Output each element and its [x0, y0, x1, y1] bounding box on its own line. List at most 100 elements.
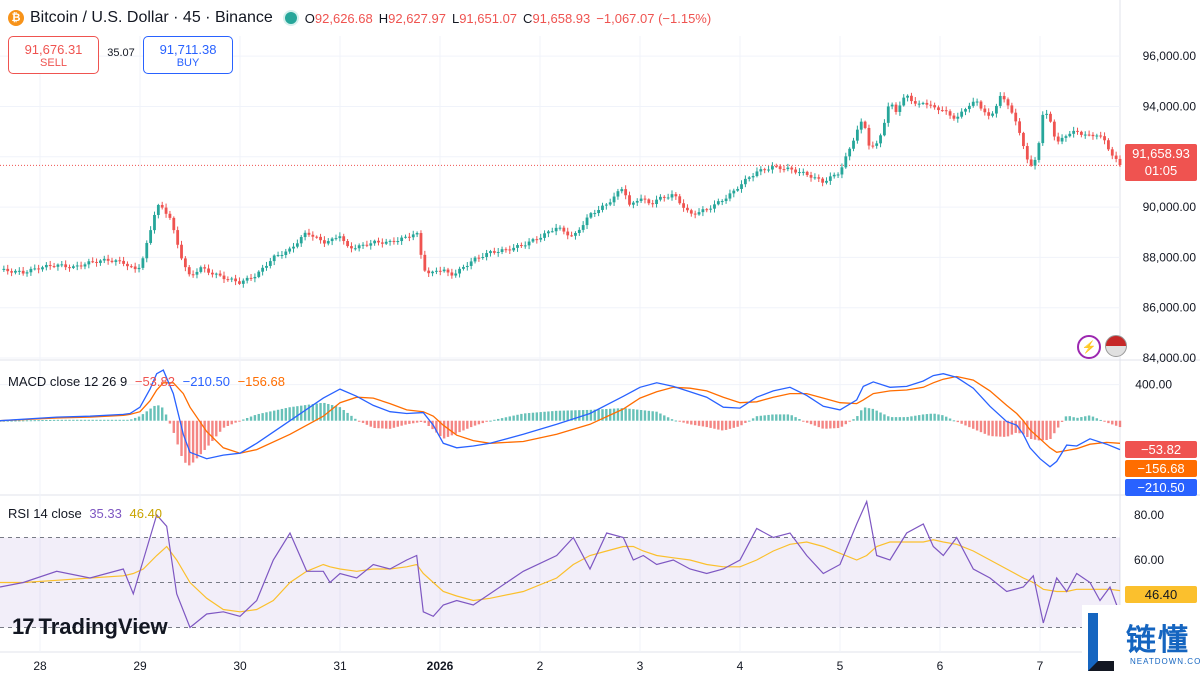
buy-button[interactable]: 91,711.38 BUY [143, 36, 233, 74]
candle-body [323, 240, 326, 244]
macd-histogram-bar [238, 420, 241, 422]
macd-legend[interactable]: MACD close 12 26 9 −53.82 −210.50 −156.6… [8, 374, 289, 389]
sell-price: 91,676.31 [24, 41, 83, 57]
macd-histogram-bar [1091, 416, 1095, 421]
candle-body [79, 265, 83, 267]
candle-body [1033, 159, 1037, 166]
macd-histogram-bar [952, 420, 956, 422]
macd-histogram-bar [659, 413, 662, 421]
macd-histogram-bar [790, 415, 793, 421]
candle-body [238, 281, 241, 284]
candle-body [759, 169, 763, 172]
candle-body [859, 121, 863, 130]
macd-histogram-bar [709, 420, 712, 428]
macd-histogram-bar [558, 410, 562, 421]
candle-body [527, 241, 531, 246]
macd-histogram-bar [68, 419, 71, 421]
macd-histogram-bar [354, 418, 357, 421]
candle-body [361, 244, 365, 246]
macd-histogram-bar [37, 420, 40, 422]
candle-body [1018, 121, 1021, 133]
lightning-icon[interactable]: ⚡ [1077, 335, 1101, 359]
candle-body [392, 240, 396, 242]
macd-pane[interactable] [0, 369, 1122, 468]
macd-histogram-bar [751, 418, 755, 421]
macd-histogram-bar [821, 420, 824, 429]
chart-indicator-icons[interactable]: ⚡ [1077, 335, 1127, 359]
macd-histogram-bar [1060, 420, 1064, 422]
macd-histogram-bar [157, 405, 160, 421]
candle-body [1091, 134, 1095, 137]
macd-histogram-bar [937, 414, 940, 421]
candle-body [141, 258, 145, 268]
rsi-pane[interactable] [0, 499, 1121, 629]
candle-body [894, 104, 898, 112]
candle-body [948, 111, 952, 116]
macd-histogram-bar [14, 420, 17, 422]
candle-body [601, 205, 604, 210]
macd-histogram-bar [605, 408, 608, 421]
candle-body [1107, 140, 1110, 150]
macd-histogram-bar [612, 408, 616, 421]
symbol-header[interactable]: ₿ Bitcoin / U.S. Dollar · 45 · Binance O… [8, 8, 711, 28]
candle-body [701, 209, 705, 213]
tradingview-logo[interactable]: 17 TradingView [12, 614, 168, 640]
candle-body [1076, 130, 1079, 132]
us-flag-icon[interactable] [1105, 335, 1127, 357]
macd-histogram-bar [929, 413, 932, 421]
sell-button[interactable]: 91,676.31 SELL [8, 36, 99, 74]
macd-histogram-bar [176, 420, 179, 445]
candle-body [145, 242, 149, 259]
macd-histogram-bar [415, 420, 419, 423]
candle-body [1087, 134, 1091, 136]
macd-histogram-bar [442, 420, 446, 439]
candle-body [357, 245, 361, 249]
candle-body [71, 266, 75, 268]
macd-histogram-bar [249, 416, 253, 421]
macd-histogram-bar [914, 415, 917, 421]
macd-histogram-bar [1072, 417, 1075, 421]
macd-histogram-bar [412, 420, 415, 424]
candle-body [952, 115, 956, 119]
candle-body [848, 148, 852, 157]
macd-histogram-bar [211, 420, 214, 441]
macd-histogram-bar [6, 420, 9, 422]
macd-histogram-bar [114, 419, 118, 421]
candle-body [338, 236, 342, 239]
ohlc-close: C91,658.93 [523, 10, 591, 26]
macd-histogram-bar [1068, 416, 1071, 421]
macd-histogram-bar [400, 420, 403, 426]
price-pane[interactable] [0, 92, 1122, 288]
macd-histogram-bar [585, 409, 589, 421]
rsi-legend[interactable]: RSI 14 close 35.33 46.40 [8, 506, 166, 521]
macd-histogram-bar [655, 411, 658, 421]
candle-body [60, 264, 64, 266]
candle-body [647, 199, 651, 204]
rsi-ma-line [0, 539, 1121, 613]
watermark-url: NEATDOWN.COM [1130, 657, 1200, 666]
candle-body [593, 213, 597, 215]
candle-body [56, 264, 60, 267]
macd-histogram-bar [713, 420, 716, 429]
candle-body [1041, 114, 1045, 144]
candle-body [620, 189, 624, 192]
candle-body [218, 273, 222, 276]
macd-histogram-bar [1080, 417, 1083, 421]
macd-histogram-bar [257, 413, 260, 421]
candle-body [234, 278, 237, 282]
candle-body [535, 239, 539, 241]
price-axis-label: 94,000.00 [1143, 99, 1197, 113]
candle-body [299, 237, 303, 244]
symbol-title[interactable]: Bitcoin / U.S. Dollar · 45 · Binance [30, 9, 273, 26]
candle-body [921, 102, 925, 104]
macd-histogram-bar [469, 420, 473, 428]
candle-body [41, 267, 44, 270]
candle-body [763, 169, 767, 171]
candle-body [458, 268, 461, 274]
macd-histogram-bar [964, 420, 967, 426]
price-axis-label: 84,000.00 [1143, 351, 1197, 365]
candle-body [697, 212, 701, 215]
macd-histogram-bar [338, 407, 342, 421]
macd-histogram-bar [527, 413, 531, 421]
